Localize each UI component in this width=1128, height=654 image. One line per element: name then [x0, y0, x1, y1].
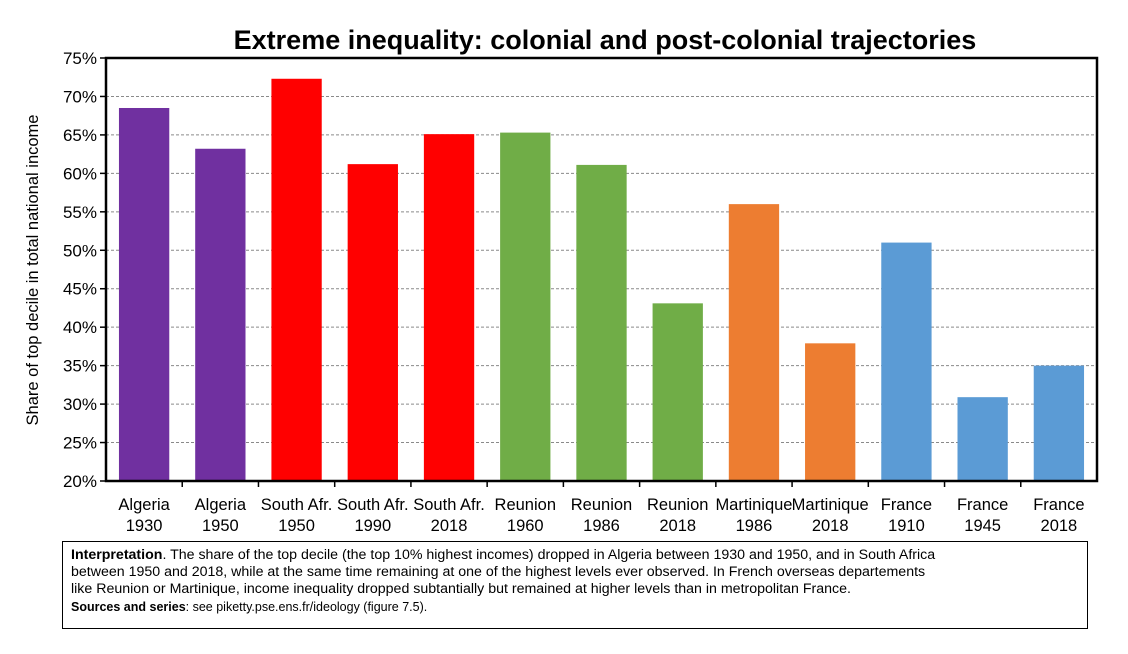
x-category-label: South Afr. — [337, 496, 409, 514]
x-category-label: 2018 — [431, 517, 468, 535]
x-category-label: Martinique — [792, 496, 869, 514]
bar — [195, 148, 246, 481]
x-category-label: Martinique — [715, 496, 792, 514]
sources-label: Sources and series — [71, 600, 186, 614]
sources-text: : see piketty.pse.ens.fr/ideology (figur… — [185, 600, 428, 614]
x-category-label: 1950 — [278, 517, 315, 535]
bar — [728, 204, 780, 482]
x-category-label: 1960 — [507, 517, 544, 535]
x-category-label: Reunion — [495, 496, 556, 514]
y-tick-label: 30% — [63, 395, 97, 414]
x-category-label: South Afr. — [261, 496, 333, 514]
y-tick-label: 25% — [63, 434, 97, 453]
interpretation-label: Interpretation — [71, 547, 163, 563]
y-tick-label: 70% — [63, 87, 97, 106]
x-category-label: 1945 — [964, 517, 1001, 535]
bar — [881, 242, 932, 481]
bar — [957, 397, 1008, 481]
bar — [347, 164, 398, 481]
y-tick-label: 45% — [63, 280, 97, 299]
y-axis-label: Share of top decile in total national in… — [24, 115, 42, 426]
x-category-label: South Afr. — [413, 496, 485, 514]
bar — [423, 134, 475, 481]
x-category-label: 2018 — [1041, 517, 1078, 535]
note-line-1: Interpretation. The share of the top dec… — [71, 547, 1079, 564]
x-category-label: Algeria — [118, 496, 170, 514]
bar — [118, 107, 170, 481]
y-tick-label: 20% — [63, 472, 97, 491]
x-category-label: France — [881, 496, 932, 514]
x-category-label: 1986 — [736, 517, 773, 535]
interpretation-note: Interpretation. The share of the top dec… — [62, 541, 1088, 629]
x-category-label: 2018 — [659, 517, 696, 535]
y-tick-label: 65% — [63, 126, 97, 145]
bar — [805, 343, 856, 481]
x-category-label: 1910 — [888, 517, 925, 535]
bar — [500, 132, 551, 482]
x-category-label: Reunion — [571, 496, 632, 514]
note-line-3: like Reunion or Martinique, income inequ… — [71, 581, 851, 597]
x-category-label: 1990 — [354, 517, 391, 535]
chart-title: Extreme inequality: colonial and post-co… — [234, 25, 977, 55]
x-category-label: 2018 — [812, 517, 849, 535]
x-category-label: France — [1033, 496, 1084, 514]
bar — [1033, 365, 1085, 481]
x-category-label: 1930 — [126, 517, 163, 535]
y-tick-label: 75% — [63, 49, 97, 68]
y-tick-label: 55% — [63, 203, 97, 222]
x-category-label: 1986 — [583, 517, 620, 535]
y-tick-label: 60% — [63, 164, 97, 183]
x-category-label: Algeria — [195, 496, 247, 514]
bar — [271, 78, 322, 482]
bar — [576, 164, 627, 482]
bar — [652, 303, 703, 481]
plot-area-frame — [104, 56, 1099, 483]
note-text-1: . The share of the top decile (the top 1… — [162, 547, 936, 563]
note-line-2: between 1950 and 2018, while at the same… — [71, 564, 926, 580]
y-tick-label: 35% — [63, 357, 97, 376]
sources-line: Sources and series: see piketty.pse.ens.… — [71, 599, 1079, 616]
x-category-label: Reunion — [647, 496, 708, 514]
x-category-label: France — [957, 496, 1008, 514]
x-category-label: 1950 — [202, 517, 239, 535]
y-tick-label: 50% — [63, 241, 97, 260]
y-tick-label: 40% — [63, 318, 97, 337]
